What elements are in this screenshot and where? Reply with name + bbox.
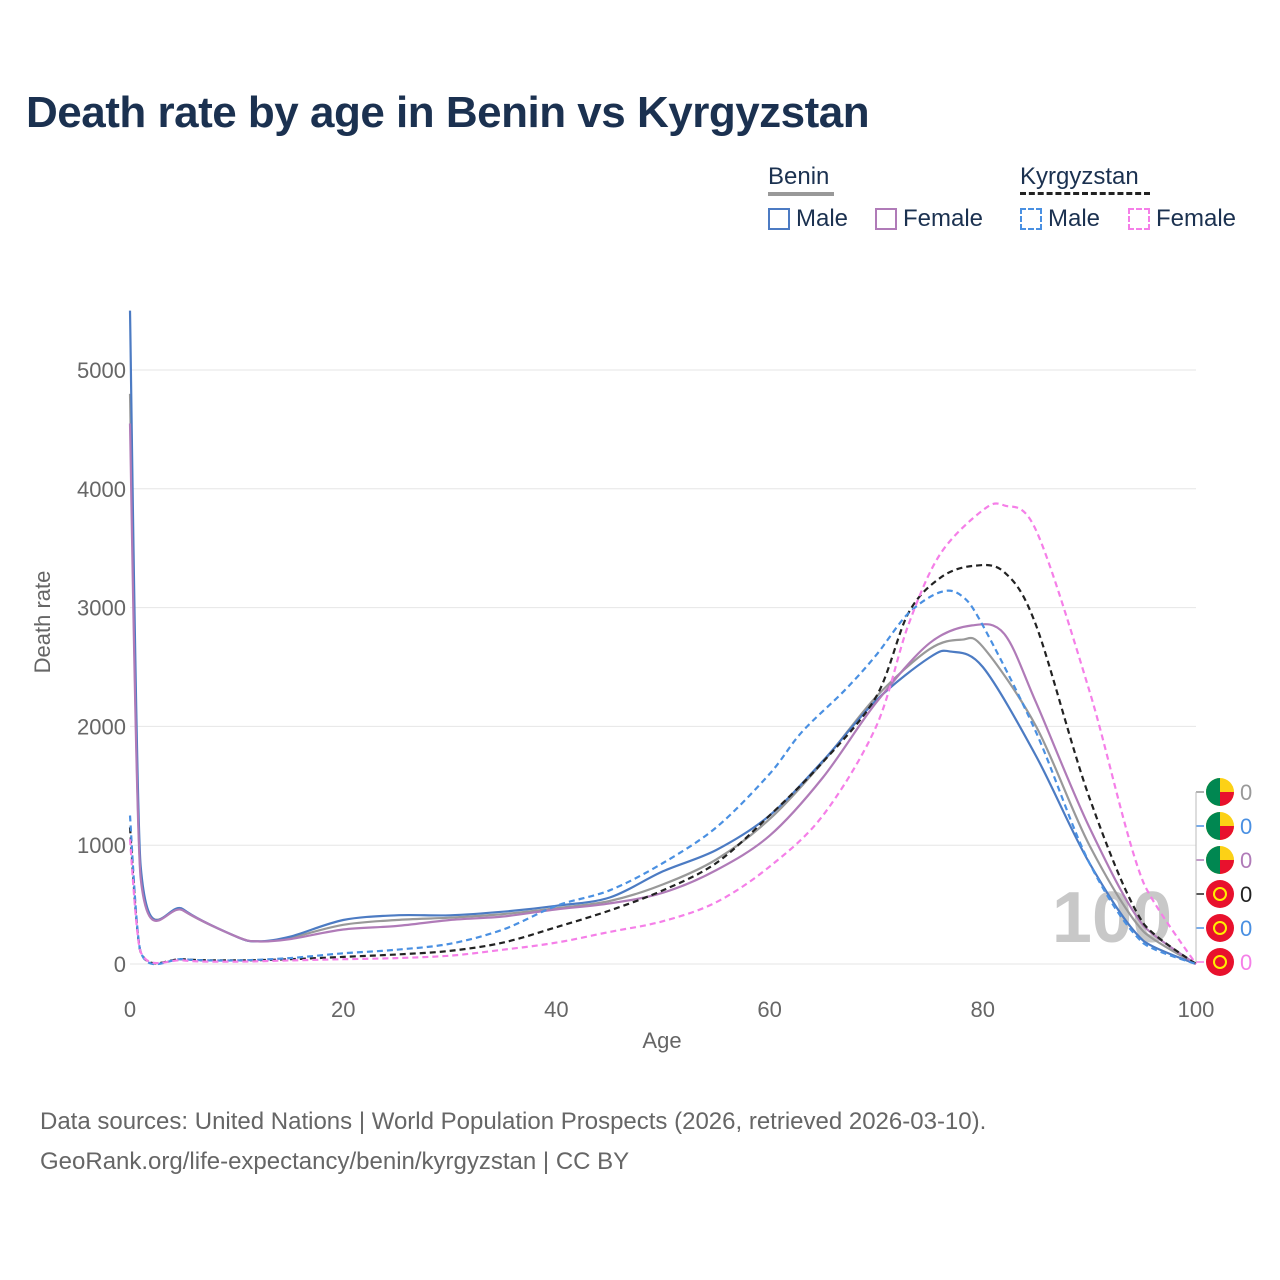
source-line-2[interactable]: GeoRank.org/life-expectancy/benin/kyrgyz… (40, 1148, 630, 1175)
legend-benin-male[interactable]: Male (768, 205, 848, 233)
legend-label-kyrgyzstan-female: Female (1156, 205, 1237, 232)
legend-label-benin-male: Male (796, 205, 849, 232)
legend-group-kyrgyzstan[interactable]: Kyrgyzstan (1020, 163, 1139, 190)
flag-icon-kyrgyzstan (1206, 880, 1234, 908)
series-line-benin-male[interactable] (128, 310, 1197, 966)
legend-kyrgyzstan-line (1020, 192, 1150, 195)
legend-kyrgyzstan-male[interactable]: Male (1020, 205, 1100, 233)
y-tick-label: 4000 (77, 477, 126, 502)
flag-icon-benin (1206, 846, 1234, 874)
x-tick-label: 60 (757, 997, 781, 1022)
grid-lines (130, 369, 1196, 965)
legend-swatch-benin-female (875, 208, 897, 230)
source-line-1: Data sources: United Nations | World Pop… (40, 1108, 987, 1135)
y-tick-label: 5000 (77, 358, 126, 383)
series-line-kyrgyzstan-female[interactable] (128, 502, 1197, 965)
chart-title: Death rate by age in Benin vs Kyrgyzstan (26, 88, 870, 137)
x-tick-label: 20 (331, 997, 355, 1022)
end-label-value: 0 (1240, 848, 1252, 873)
y-tick-label: 1000 (77, 833, 126, 858)
series-line-kyrgyzstan-male[interactable] (128, 589, 1197, 966)
legend-benin-line (768, 192, 834, 196)
y-axis-title: Death rate (30, 571, 55, 674)
end-label-value: 0 (1240, 780, 1252, 805)
x-tick-label: 80 (971, 997, 995, 1022)
legend-benin-female[interactable]: Female (875, 205, 983, 233)
x-axis-title: Age (642, 1028, 681, 1053)
legend-swatch-benin-male (768, 208, 790, 230)
end-label-value: 0 (1240, 882, 1252, 907)
legend-label-kyrgyzstan-male: Male (1048, 205, 1101, 232)
series-line-kyrgyzstan-total[interactable] (128, 563, 1197, 965)
series-line-benin-female[interactable] (128, 423, 1197, 965)
end-label-value: 0 (1240, 814, 1252, 839)
x-tick-label: 40 (544, 997, 568, 1022)
y-axis: 0 1000 2000 3000 4000 5000 (77, 358, 126, 977)
series-line-benin-total[interactable] (128, 393, 1197, 965)
end-label-value: 0 (1240, 916, 1252, 941)
y-tick-label: 0 (114, 952, 126, 977)
watermark-age: 100 (1052, 878, 1172, 958)
flag-icon-benin (1206, 778, 1234, 806)
y-tick-label: 3000 (77, 596, 126, 621)
x-tick-label: 0 (124, 997, 136, 1022)
flag-icon-kyrgyzstan (1206, 914, 1234, 942)
x-axis: 0 20 40 60 80 100 (124, 997, 1214, 1022)
series-layer (128, 310, 1197, 966)
flag-icon-kyrgyzstan (1206, 948, 1234, 976)
legend-label-benin-female: Female (903, 205, 984, 232)
legend-swatch-kyrgyzstan-female (1128, 208, 1150, 230)
x-tick-label: 100 (1178, 997, 1215, 1022)
legend-kyrgyzstan-female[interactable]: Female (1128, 205, 1236, 233)
end-label-value: 0 (1240, 950, 1252, 975)
flag-icon-benin (1206, 812, 1234, 840)
legend-swatch-kyrgyzstan-male (1020, 208, 1042, 230)
end-labels: 0 0 0 0 0 0 (1195, 778, 1252, 976)
y-tick-label: 2000 (77, 714, 126, 739)
legend-group-benin[interactable]: Benin (768, 163, 830, 190)
